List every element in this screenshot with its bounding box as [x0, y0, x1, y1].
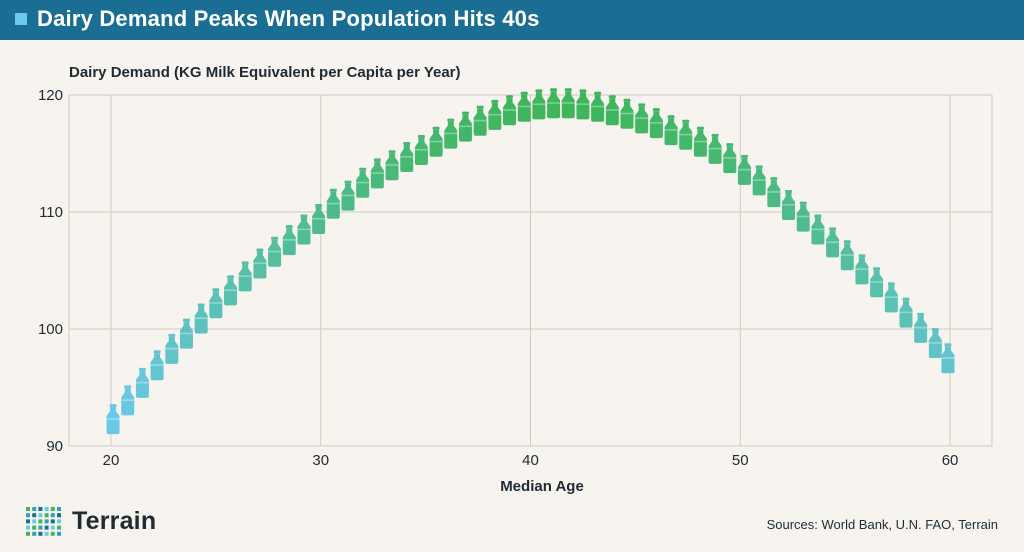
- x-tick-label: 30: [312, 452, 329, 469]
- sources-note: Sources: World Bank, U.N. FAO, Terrain: [766, 517, 998, 532]
- data-point-bottle: [224, 275, 238, 306]
- data-point-bottle: [473, 105, 487, 136]
- data-point-bottle: [723, 143, 737, 174]
- data-point-bottle: [855, 254, 869, 285]
- data-point-bottle: [297, 214, 311, 245]
- data-point-bottle: [679, 119, 693, 150]
- data-point-bottle: [840, 240, 854, 271]
- data-point-bottle: [635, 103, 649, 134]
- x-tick-label: 60: [942, 452, 959, 469]
- data-point-bottle: [547, 88, 561, 119]
- x-tick-label: 40: [522, 452, 539, 469]
- data-point-bottle: [767, 177, 781, 208]
- data-point-bottle: [649, 108, 663, 139]
- y-axis-label: Dairy Demand (KG Milk Equivalent per Cap…: [69, 64, 461, 81]
- data-point-bottle: [811, 214, 825, 245]
- y-tick-label: 110: [39, 204, 63, 221]
- data-point-bottle: [517, 91, 531, 122]
- chart-area: 90 100 110 120 20 30 40 50 60: [38, 87, 993, 469]
- data-point-bottle: [150, 350, 164, 381]
- data-point-bottle: [737, 154, 751, 185]
- data-point-bottle: [605, 95, 619, 126]
- data-point-bottle: [121, 385, 135, 416]
- data-point-bottle: [253, 248, 267, 279]
- data-point-bottle: [561, 88, 575, 119]
- data-point-bottle: [326, 188, 340, 219]
- data-point-bottle: [928, 328, 942, 359]
- data-point-bottle: [488, 99, 502, 130]
- data-point-bottle: [870, 267, 884, 298]
- terrain-logo: Terrain: [26, 505, 186, 539]
- data-point-bottle: [752, 165, 766, 196]
- data-point-bottle: [268, 236, 282, 267]
- data-point-bottle: [782, 189, 796, 220]
- terrain-logo-icon: [26, 507, 61, 536]
- data-point-bottle: [414, 134, 428, 165]
- data-point-bottle: [503, 95, 517, 126]
- data-point-bottle: [356, 167, 370, 198]
- data-point-bottle: [532, 89, 546, 120]
- data-point-bottle: [194, 303, 208, 334]
- data-point-bottle: [458, 111, 472, 142]
- data-point-bottle: [664, 115, 678, 146]
- y-tick-label: 90: [46, 438, 63, 455]
- title-square-icon: [15, 13, 27, 25]
- data-point-bottle: [899, 297, 913, 328]
- logo-text: Terrain: [72, 507, 157, 535]
- data-point-bottle: [826, 227, 840, 258]
- data-point-bottle: [429, 126, 443, 157]
- x-tick-label: 50: [732, 452, 749, 469]
- x-axis-label: Median Age: [500, 478, 584, 495]
- data-point-bottle: [209, 288, 223, 319]
- y-tick-label: 100: [38, 321, 63, 338]
- data-point-bottle: [238, 261, 252, 292]
- data-point-bottle: [179, 318, 193, 349]
- data-point-bottle: [914, 312, 928, 343]
- data-point-bottle: [341, 180, 355, 211]
- y-tick-label: 120: [38, 87, 63, 104]
- data-point-bottle: [282, 225, 296, 256]
- title-bar: Dairy Demand Peaks When Population Hits …: [0, 0, 1024, 40]
- data-point-bottle: [693, 126, 707, 157]
- data-point-bottle: [708, 133, 722, 164]
- data-point-bottle: [312, 204, 326, 235]
- data-point-bottle: [620, 98, 634, 129]
- data-point-bottle: [444, 118, 458, 149]
- data-point-bottle: [165, 333, 179, 364]
- data-point-bottle: [106, 404, 120, 435]
- data-point-bottle: [400, 142, 414, 173]
- chart-title: Dairy Demand Peaks When Population Hits …: [37, 6, 540, 31]
- data-point-bottle: [591, 91, 605, 122]
- data-point-bottle: [941, 343, 955, 374]
- data-point-bottle: [135, 367, 149, 398]
- data-point-bottle: [385, 150, 399, 181]
- data-point-bottle: [884, 282, 898, 313]
- x-tick-label: 20: [103, 452, 120, 469]
- data-point-bottle: [796, 201, 810, 232]
- data-point-bottle: [576, 89, 590, 120]
- data-point-bottle: [370, 158, 384, 189]
